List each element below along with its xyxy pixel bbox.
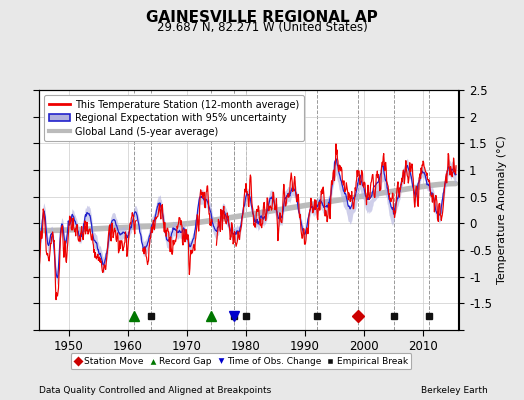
Text: Berkeley Earth: Berkeley Earth	[421, 386, 487, 395]
Legend: This Temperature Station (12-month average), Regional Expectation with 95% uncer: This Temperature Station (12-month avera…	[44, 95, 304, 141]
Text: GAINESVILLE REGIONAL AP: GAINESVILLE REGIONAL AP	[146, 10, 378, 25]
Y-axis label: Temperature Anomaly (°C): Temperature Anomaly (°C)	[497, 136, 507, 284]
Legend: Station Move, Record Gap, Time of Obs. Change, Empirical Break: Station Move, Record Gap, Time of Obs. C…	[71, 353, 411, 370]
Text: 29.687 N, 82.271 W (United States): 29.687 N, 82.271 W (United States)	[157, 21, 367, 34]
Text: Data Quality Controlled and Aligned at Breakpoints: Data Quality Controlled and Aligned at B…	[39, 386, 271, 395]
